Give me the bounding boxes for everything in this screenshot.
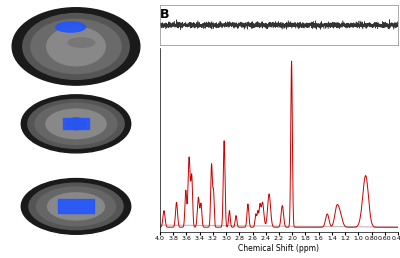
Ellipse shape bbox=[47, 27, 105, 66]
Ellipse shape bbox=[29, 183, 123, 230]
Ellipse shape bbox=[23, 14, 129, 79]
Ellipse shape bbox=[66, 118, 86, 130]
FancyBboxPatch shape bbox=[58, 199, 94, 213]
Text: B: B bbox=[160, 8, 170, 21]
FancyBboxPatch shape bbox=[63, 118, 89, 129]
Ellipse shape bbox=[46, 109, 106, 139]
Ellipse shape bbox=[37, 187, 115, 226]
Ellipse shape bbox=[68, 38, 95, 47]
Ellipse shape bbox=[12, 8, 140, 85]
Ellipse shape bbox=[48, 193, 104, 220]
Ellipse shape bbox=[35, 103, 117, 144]
Ellipse shape bbox=[21, 95, 131, 153]
Ellipse shape bbox=[21, 179, 131, 234]
X-axis label: Chemical Shift (ppm): Chemical Shift (ppm) bbox=[238, 244, 320, 253]
Ellipse shape bbox=[56, 22, 86, 32]
Ellipse shape bbox=[28, 100, 124, 148]
Ellipse shape bbox=[31, 19, 121, 74]
Text: A: A bbox=[8, 8, 17, 21]
